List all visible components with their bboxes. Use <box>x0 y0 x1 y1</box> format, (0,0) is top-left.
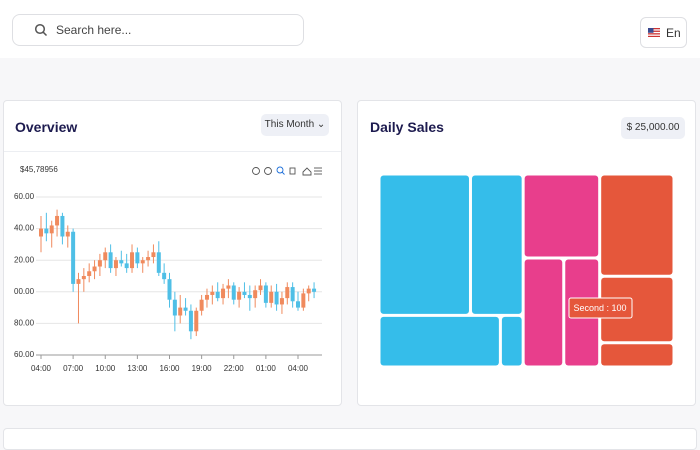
candle-body <box>65 231 70 237</box>
filter-dropdown[interactable]: This Month ⌄ <box>261 114 329 136</box>
y-tick-label: 20.00 <box>14 255 35 264</box>
candle-body <box>247 294 252 299</box>
candle-body <box>81 276 86 280</box>
candle-body <box>44 228 49 234</box>
treemap-cell <box>524 175 599 257</box>
candle-body <box>172 299 177 316</box>
candle-body <box>215 291 220 299</box>
candle-body <box>178 307 183 316</box>
candle-body <box>290 287 295 302</box>
treemap-cell <box>501 316 522 366</box>
candle-body <box>210 291 215 295</box>
candle-body <box>146 257 151 261</box>
candle-body <box>242 291 247 295</box>
candle-body <box>76 279 81 284</box>
x-tick-label: 01:00 <box>256 364 277 373</box>
candle-body <box>279 298 284 305</box>
candle-body <box>39 228 43 237</box>
candle-body <box>71 231 76 284</box>
x-tick-label: 19:00 <box>192 364 213 373</box>
candle-body <box>194 310 199 332</box>
candle-body <box>87 271 92 276</box>
candle-body <box>183 307 188 311</box>
treemap-cell <box>471 175 522 314</box>
candle-body <box>285 287 290 299</box>
treemap-cell <box>601 175 673 275</box>
page: Search here... En Overview This Month ⌄ … <box>3 14 697 450</box>
y-tick-label: 40.00 <box>14 224 35 233</box>
search-box[interactable]: Search here... <box>12 14 304 46</box>
candle-body <box>97 260 102 267</box>
candle-body <box>226 285 231 289</box>
candle-body <box>55 215 60 226</box>
tooltip-text: Second : 100 <box>573 303 626 313</box>
candle-body <box>258 285 263 291</box>
candle-body <box>108 252 113 269</box>
search-icon <box>34 23 48 37</box>
y-tick-label: 80.00 <box>14 319 35 328</box>
candle-body <box>151 252 156 258</box>
divider <box>4 151 341 152</box>
flag-icon <box>648 28 660 37</box>
candle-body <box>49 225 54 234</box>
y-tick-label: 60.00 <box>14 350 35 359</box>
x-tick-label: 07:00 <box>63 364 84 373</box>
treemap-cell <box>380 175 469 314</box>
candle-body <box>92 266 97 272</box>
candle-body <box>188 310 193 332</box>
y-tick-label: 00.00 <box>14 287 35 296</box>
chart-toolbar[interactable] <box>252 166 323 176</box>
candle-body <box>269 291 274 303</box>
candle-body <box>204 294 209 300</box>
x-tick-label: 16:00 <box>159 364 180 373</box>
treemap-cell <box>601 277 673 342</box>
candle-body <box>135 252 140 264</box>
filter-label: This Month <box>264 119 315 130</box>
search-placeholder: Search here... <box>56 23 132 37</box>
candle-body <box>199 299 204 311</box>
candle-body <box>167 279 172 300</box>
amount-badge: $ 25,000.00 <box>621 117 685 139</box>
candle-body <box>162 272 167 280</box>
card-title: Overview <box>15 119 78 135</box>
candle-body <box>103 252 108 261</box>
x-tick-label: 10:00 <box>95 364 116 373</box>
y-tick-label: 60.00 <box>14 192 35 201</box>
charts-layer: $45,78956 60.00 40.00 20.00 00.00 80.00 60.00… <box>14 165 673 373</box>
candle-body <box>237 291 242 300</box>
x-tick-label: 22:00 <box>224 364 245 373</box>
candle-body <box>113 260 118 269</box>
tooltip: Second : 100 <box>568 297 633 319</box>
candle-body <box>312 288 317 292</box>
x-tick-label: 13:00 <box>127 364 148 373</box>
candle-body <box>253 290 258 299</box>
treemap-cell <box>380 316 499 366</box>
candle-body <box>124 263 129 269</box>
candle-body <box>156 252 161 273</box>
language-button[interactable]: En <box>640 17 687 48</box>
candle-body <box>306 288 311 294</box>
tooltip-box <box>568 297 633 319</box>
treemap-cell <box>524 259 563 366</box>
x-tick-label: 04:00 <box>288 364 309 373</box>
treemap-cell <box>601 344 673 366</box>
language-label: En <box>666 26 681 40</box>
candle-body <box>231 285 236 300</box>
candle-body <box>140 260 145 264</box>
candle-body <box>221 288 226 299</box>
candle-body <box>301 293 306 308</box>
candle-body <box>119 260 124 264</box>
candle-body <box>296 301 300 308</box>
candle-body <box>60 215 65 237</box>
candle-body <box>274 291 279 305</box>
candle-body <box>130 252 135 269</box>
card-title: Daily Sales <box>370 119 444 135</box>
chart-value-label: $45,78956 <box>20 165 58 174</box>
candle-body <box>263 285 268 303</box>
x-tick-label: 04:00 <box>31 364 52 373</box>
